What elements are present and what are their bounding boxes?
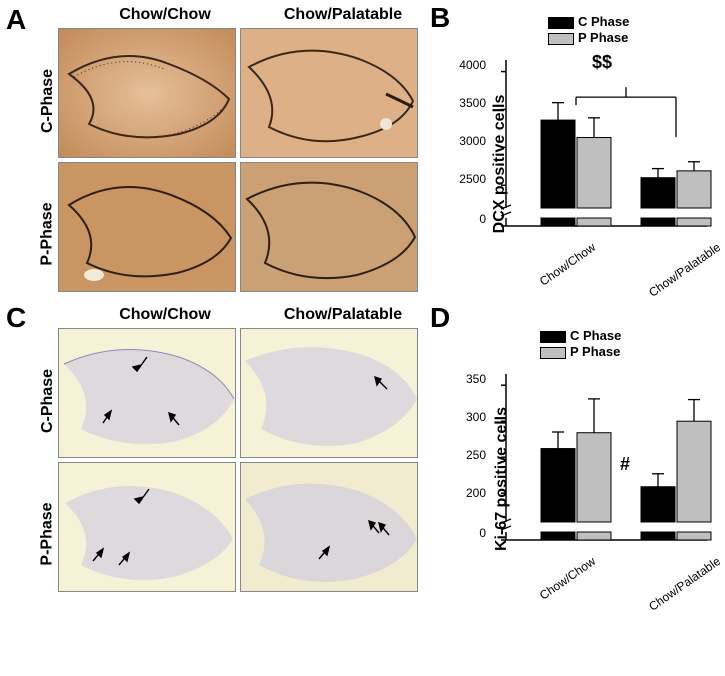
rowlabel-a-c: C-Phase — [39, 69, 57, 133]
colhead-c-chowchow: Chow/Chow — [90, 306, 240, 324]
legend-d-p: P Phase — [540, 344, 620, 359]
legend-d-p-swatch — [540, 347, 566, 359]
rowlabel-c-c: C-Phase — [39, 369, 57, 433]
legend-d-c-swatch — [540, 331, 566, 343]
micro-a-cp-c — [240, 28, 418, 158]
micro-c-cc-c — [58, 328, 236, 458]
legend-b-c-text: C Phase — [578, 14, 629, 29]
legend-d-p-text: P Phase — [570, 344, 620, 359]
micro-a-cc-c — [58, 28, 236, 158]
micro-a-cc-p — [58, 162, 236, 292]
legend-d-c: C Phase — [540, 328, 621, 343]
chart-d — [488, 364, 713, 584]
rowlabel-c-p: P-Phase — [39, 502, 57, 565]
legend-d-c-text: C Phase — [570, 328, 621, 343]
annotB: $$ — [592, 52, 612, 73]
tickD-350: 350 — [460, 372, 486, 386]
panel-label-d: D — [430, 302, 450, 334]
legend-b-p: P Phase — [548, 30, 628, 45]
tickD-300: 300 — [460, 410, 486, 424]
micro-c-cc-p — [58, 462, 236, 592]
panel-label-a: A — [6, 4, 26, 36]
tickB-4000: 4000 — [452, 58, 486, 72]
panel-label-c: C — [6, 302, 26, 334]
legend-b-p-text: P Phase — [578, 30, 628, 45]
legend-b-c: C Phase — [548, 14, 629, 29]
panel-label-b: B — [430, 2, 450, 34]
micro-a-cp-p — [240, 162, 418, 292]
annotD: # — [620, 454, 630, 475]
rowlabel-a-p: P-Phase — [39, 202, 57, 265]
tickD-250: 250 — [460, 448, 486, 462]
tickB-3500: 3500 — [452, 96, 486, 110]
legend-b-p-swatch — [548, 33, 574, 45]
tickD-200: 200 — [460, 486, 486, 500]
micro-c-cp-p — [240, 462, 418, 592]
tickD-0: 0 — [472, 526, 486, 540]
tickB-0: 0 — [472, 212, 486, 226]
chart-b — [488, 50, 713, 270]
colhead-a-chowchow: Chow/Chow — [90, 6, 240, 24]
colhead-a-chowpal: Chow/Palatable — [258, 6, 428, 24]
tickB-2500: 2500 — [452, 172, 486, 186]
colhead-c-chowpal: Chow/Palatable — [258, 306, 428, 324]
tickB-3000: 3000 — [452, 134, 486, 148]
micro-c-cp-c — [240, 328, 418, 458]
legend-b-c-swatch — [548, 17, 574, 29]
